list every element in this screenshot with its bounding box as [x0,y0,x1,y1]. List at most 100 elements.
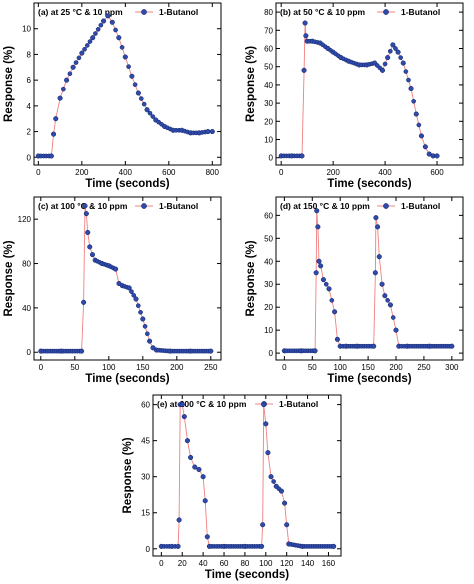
data-point [422,144,428,150]
data-point [209,129,215,135]
data-point [387,302,393,308]
data-point [176,517,182,523]
data-marker [387,48,393,54]
data-point [379,281,385,287]
data-marker [150,114,156,119]
data-point [312,348,318,354]
data-point [200,474,206,480]
data-point [79,348,85,354]
legend-label: 1-Butanol [401,201,440,211]
data-marker [329,297,335,303]
data-markers [158,402,337,549]
x-tick-label: 400 [378,168,392,177]
plot-frame [152,394,342,557]
data-point [385,55,391,61]
data-marker [131,292,137,298]
y-tick-label: 10 [264,326,273,335]
y-axis-label: Response (%) [3,46,15,122]
y-tick-label: 0 [269,154,274,163]
data-point [318,263,324,269]
data-point [90,35,96,41]
data-marker [138,96,144,101]
y-tick-label: 60 [141,401,150,410]
data-marker [390,315,396,320]
x-tick-label: 250 [417,363,431,372]
data-point [192,464,198,470]
x-tick-label: 0 [39,363,44,372]
data-marker [93,31,98,36]
data-point [184,438,191,444]
y-tick-label: 30 [264,280,273,289]
x-tick-label: 50 [70,363,79,372]
data-point [372,270,378,276]
data-point [53,116,59,122]
y-tick-label: 80 [264,8,273,17]
data-marker [271,479,276,484]
y-tick-label: 10 [264,136,273,145]
y-tick-label: 4 [27,102,32,111]
x-tick-label: 600 [430,168,444,177]
x-tick-label: 0 [282,363,287,372]
data-markers [38,203,214,354]
x-axis-label: Time (seconds) [85,373,169,385]
data-point [390,42,396,48]
data-point [301,67,307,73]
panel-title: (d) at 150 °C & 10 ppm [280,201,370,211]
legend-label: 1-Butanol [159,201,198,211]
x-tick-label: 20 [178,559,187,568]
data-point [434,153,440,159]
plot-frame [33,2,222,166]
data-marker [132,82,138,87]
x-tick-label: 120 [280,559,294,568]
data-point [418,133,424,139]
data-point [282,500,288,506]
data-marker [82,46,87,52]
data-point [278,488,285,494]
data-point [70,64,76,70]
data-point [400,60,406,66]
data-point [395,49,401,55]
data-point [205,129,211,135]
y-tick-label: 0 [27,153,32,162]
y-tick-label: 120 [18,215,32,224]
panel-title: (b) at 50 °C & 10 ppm [280,7,366,17]
y-axis-label: Response (%) [3,240,15,316]
legend-marker [383,9,389,15]
data-point [175,543,181,549]
data-marker [126,64,131,69]
data-point [268,474,274,480]
x-axis-label: Time (seconds) [327,178,411,190]
series-line [281,22,437,157]
x-axis-label: Time (seconds) [327,373,411,385]
x-tick-label: 40 [199,559,208,568]
x-tick-label: 200 [326,168,340,177]
data-marker [385,297,390,303]
x-tick-label: 60 [220,559,229,568]
y-tick-label: 40 [264,81,273,90]
data-point [313,270,319,276]
y-tick-label: 60 [264,45,273,54]
x-tick-label: 150 [361,363,375,372]
data-point [181,414,187,420]
y-tick-label: 0 [27,348,32,357]
data-marker [416,122,422,128]
data-point [109,19,115,25]
x-tick-label: 100 [102,363,116,372]
y-tick-label: 50 [264,234,273,243]
data-point [81,299,87,305]
x-tick-label: 100 [334,363,348,372]
y-axis-label: Response (%) [245,46,257,122]
data-point [129,73,135,79]
data-point [48,153,54,159]
data-point [284,522,290,528]
data-point [105,13,111,19]
data-marker [119,45,125,50]
x-tick-label: 600 [162,168,176,177]
data-point [320,277,326,283]
data-marker [135,303,141,308]
data-point [126,285,132,291]
data-point [382,293,388,299]
data-marker [113,27,118,33]
